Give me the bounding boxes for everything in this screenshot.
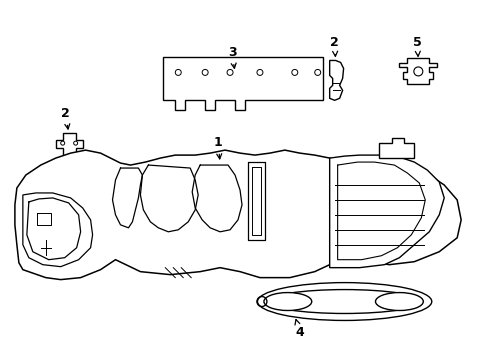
Polygon shape — [15, 150, 460, 280]
Ellipse shape — [264, 293, 311, 310]
Text: 3: 3 — [227, 46, 236, 68]
Ellipse shape — [267, 289, 421, 314]
Polygon shape — [329, 60, 343, 100]
Text: 4: 4 — [294, 319, 304, 339]
Polygon shape — [163, 58, 322, 110]
Polygon shape — [23, 193, 92, 267]
Ellipse shape — [257, 283, 431, 320]
Text: 2: 2 — [61, 107, 70, 129]
Ellipse shape — [375, 293, 423, 310]
Text: 1: 1 — [213, 136, 222, 159]
Text: 5: 5 — [412, 36, 421, 56]
Polygon shape — [56, 133, 82, 175]
Polygon shape — [399, 58, 436, 84]
Polygon shape — [379, 138, 413, 158]
Polygon shape — [329, 155, 443, 268]
Text: 2: 2 — [329, 36, 338, 56]
